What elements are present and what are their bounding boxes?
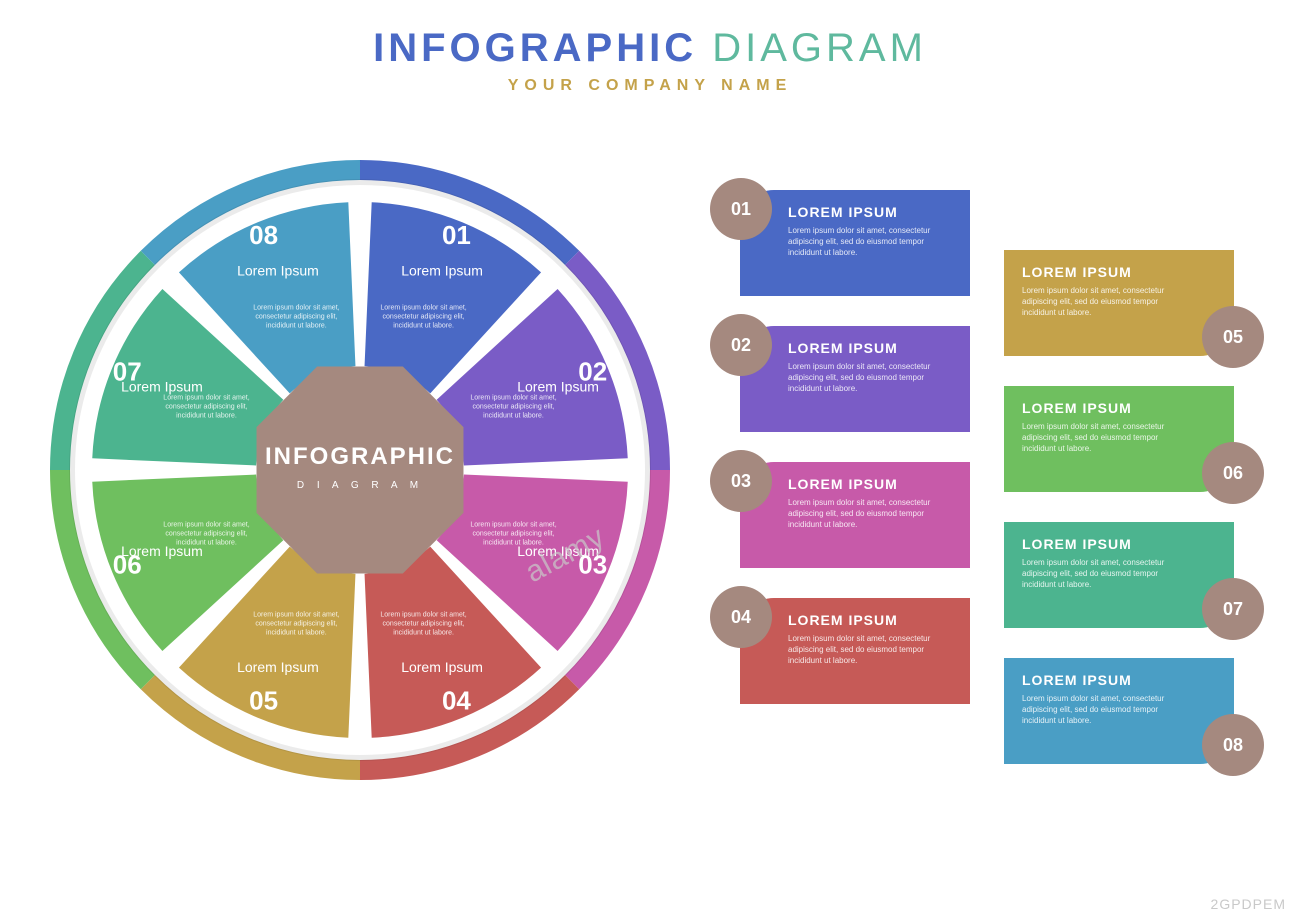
- wedge-body-08-1: consectetur adipiscing elit,: [255, 313, 337, 320]
- list-badge-06: 06: [1202, 442, 1264, 504]
- wedge-num-01: 01: [442, 220, 471, 250]
- list-body-04: Lorem ipsum dolor sit amet, consectetur …: [788, 634, 952, 666]
- page-title: INFOGRAPHIC DIAGRAM: [0, 26, 1300, 71]
- wedge-body-07-0: Lorem ipsum dolor sit amet,: [163, 394, 249, 401]
- wedge-body-01-0: Lorem ipsum dolor sit amet,: [380, 304, 466, 311]
- page-header: INFOGRAPHIC DIAGRAM YOUR COMPANY NAME: [0, 0, 1300, 95]
- list-card-08: 08LOREM IPSUMLorem ipsum dolor sit amet,…: [1004, 658, 1234, 764]
- list-body-08: Lorem ipsum dolor sit amet, consectetur …: [1022, 694, 1186, 726]
- wedge-body-07-1: consectetur adipiscing elit,: [165, 403, 247, 410]
- list-badge-03: 03: [710, 450, 772, 512]
- list-card-05: 05LOREM IPSUMLorem ipsum dolor sit amet,…: [1004, 250, 1234, 356]
- wedge-body-02-2: incididunt ut labore.: [483, 412, 544, 419]
- list-head-05: LOREM IPSUM: [1022, 264, 1186, 280]
- wedge-body-03-2: incididunt ut labore.: [483, 539, 544, 546]
- radial-diagram-svg: 01Lorem IpsumLorem ipsum dolor sit amet,…: [40, 150, 680, 790]
- list-head-06: LOREM IPSUM: [1022, 400, 1186, 416]
- page-subtitle: YOUR COMPANY NAME: [0, 77, 1300, 95]
- list-head-04: LOREM IPSUM: [788, 612, 952, 628]
- wedge-head-07: Lorem Ipsum: [121, 379, 203, 395]
- watermark-id: 2GPDPEM: [1211, 896, 1286, 912]
- list-card-04: 04LOREM IPSUMLorem ipsum dolor sit amet,…: [740, 598, 970, 704]
- list-card-07: 07LOREM IPSUMLorem ipsum dolor sit amet,…: [1004, 522, 1234, 628]
- wedge-num-08: 08: [249, 220, 278, 250]
- wedge-body-01-2: incididunt ut labore.: [393, 322, 454, 329]
- wedge-head-04: Lorem Ipsum: [401, 659, 483, 675]
- list-head-01: LOREM IPSUM: [788, 204, 952, 220]
- list-card-02: 02LOREM IPSUMLorem ipsum dolor sit amet,…: [740, 326, 970, 432]
- wedge-head-05: Lorem Ipsum: [237, 659, 319, 675]
- wedge-body-08-2: incididunt ut labore.: [266, 322, 327, 329]
- wedge-body-04-2: incididunt ut labore.: [393, 629, 454, 636]
- wedge-body-03-0: Lorem ipsum dolor sit amet,: [470, 521, 556, 528]
- wedge-num-05: 05: [249, 686, 278, 716]
- center-octagon: [257, 367, 464, 574]
- radial-diagram: 01Lorem IpsumLorem ipsum dolor sit amet,…: [40, 150, 680, 790]
- wedge-body-02-0: Lorem ipsum dolor sit amet,: [470, 394, 556, 401]
- list-body-07: Lorem ipsum dolor sit amet, consectetur …: [1022, 558, 1186, 590]
- wedge-body-02-1: consectetur adipiscing elit,: [472, 403, 554, 410]
- list-card-01: 01LOREM IPSUMLorem ipsum dolor sit amet,…: [740, 190, 970, 296]
- list-card-06: 06LOREM IPSUMLorem ipsum dolor sit amet,…: [1004, 386, 1234, 492]
- list-body-05: Lorem ipsum dolor sit amet, consectetur …: [1022, 286, 1186, 318]
- wedge-body-03-1: consectetur adipiscing elit,: [472, 530, 554, 537]
- center-title: INFOGRAPHIC: [265, 443, 455, 470]
- list-body-02: Lorem ipsum dolor sit amet, consectetur …: [788, 362, 952, 394]
- wedge-body-06-0: Lorem ipsum dolor sit amet,: [163, 521, 249, 528]
- item-lists: 01LOREM IPSUMLorem ipsum dolor sit amet,…: [740, 190, 1234, 764]
- list-head-07: LOREM IPSUM: [1022, 536, 1186, 552]
- list-head-03: LOREM IPSUM: [788, 476, 952, 492]
- list-body-01: Lorem ipsum dolor sit amet, consectetur …: [788, 226, 952, 258]
- wedge-body-06-2: incididunt ut labore.: [176, 539, 237, 546]
- list-head-08: LOREM IPSUM: [1022, 672, 1186, 688]
- title-word-2: DIAGRAM: [712, 26, 927, 70]
- list-head-02: LOREM IPSUM: [788, 340, 952, 356]
- list-badge-04: 04: [710, 586, 772, 648]
- item-list-right: 05LOREM IPSUMLorem ipsum dolor sit amet,…: [1004, 250, 1234, 764]
- list-badge-02: 02: [710, 314, 772, 376]
- wedge-body-04-1: consectetur adipiscing elit,: [383, 620, 465, 627]
- item-list-left: 01LOREM IPSUMLorem ipsum dolor sit amet,…: [740, 190, 970, 764]
- wedge-body-05-0: Lorem ipsum dolor sit amet,: [253, 611, 339, 618]
- wedge-head-01: Lorem Ipsum: [401, 263, 483, 279]
- list-badge-05: 05: [1202, 306, 1264, 368]
- wedge-head-08: Lorem Ipsum: [237, 263, 319, 279]
- wedge-head-02: Lorem Ipsum: [517, 379, 599, 395]
- list-card-03: 03LOREM IPSUMLorem ipsum dolor sit amet,…: [740, 462, 970, 568]
- wedge-body-04-0: Lorem ipsum dolor sit amet,: [380, 611, 466, 618]
- wedge-body-07-2: incididunt ut labore.: [176, 412, 237, 419]
- list-body-03: Lorem ipsum dolor sit amet, consectetur …: [788, 498, 952, 530]
- wedge-num-04: 04: [442, 686, 471, 716]
- center-subtitle: D I A G R A M: [297, 480, 423, 491]
- list-badge-08: 08: [1202, 714, 1264, 776]
- list-badge-07: 07: [1202, 578, 1264, 640]
- wedge-body-06-1: consectetur adipiscing elit,: [165, 530, 247, 537]
- wedge-body-05-2: incididunt ut labore.: [266, 629, 327, 636]
- list-badge-01: 01: [710, 178, 772, 240]
- list-body-06: Lorem ipsum dolor sit amet, consectetur …: [1022, 422, 1186, 454]
- wedge-body-01-1: consectetur adipiscing elit,: [383, 313, 465, 320]
- title-word-1: INFOGRAPHIC: [373, 26, 697, 70]
- wedge-body-08-0: Lorem ipsum dolor sit amet,: [253, 304, 339, 311]
- wedge-body-05-1: consectetur adipiscing elit,: [255, 620, 337, 627]
